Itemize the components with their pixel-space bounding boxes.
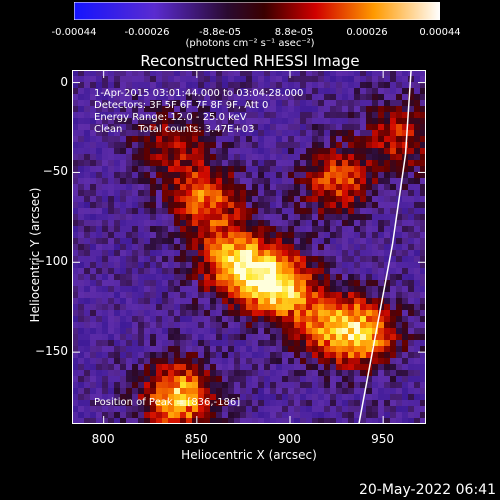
x-tick-label: 850 (184, 432, 208, 446)
colorbar-tick-3: -8.8e-05 (199, 27, 241, 38)
colorbar-tick-6: 0.00044 (419, 27, 461, 38)
tick-marks (72, 70, 426, 424)
plot-frame (72, 70, 426, 424)
heatmap-image (72, 70, 426, 424)
plot-timestamp: 20-May-2022 06:41 (358, 482, 496, 498)
x-axis-label: Heliocentric X (arcsec) (181, 448, 317, 462)
colorbar-gradient (73, 1, 441, 21)
colorbar (73, 1, 441, 21)
colorbar-tick-2: -0.00026 (124, 27, 170, 38)
x-tick-label: 800 (91, 432, 115, 446)
heatmap-cells (72, 70, 426, 424)
x-tick-label: 950 (371, 432, 395, 446)
annotation-peak: Position of Peak = [836,-186] (94, 397, 241, 408)
y-tick-label: 0 (60, 74, 68, 89)
annotation-time-range: 1-Apr-2015 03:01:44.000 to 03:04:28.000 (94, 88, 304, 99)
annotation-detectors: Detectors: 3F 5F 6F 7F 8F 9F, Att 0 (94, 100, 269, 111)
colorbar-unit-label: (photons cm⁻² s⁻¹ asec⁻²) (185, 38, 315, 49)
y-tick-label: −150 (35, 344, 68, 359)
solar-limb-line (358, 70, 412, 424)
plot-area (72, 70, 426, 424)
x-tick-label: 900 (277, 432, 301, 446)
y-tick-label: −100 (35, 254, 68, 269)
annotation-method: Clean Total counts: 3.47E+03 (94, 124, 255, 135)
colorbar-tick-1: -0.00044 (51, 27, 97, 38)
chart-title: Reconstructed RHESSI Image (140, 52, 360, 70)
annotation-energy: Energy Range: 12.0 - 25.0 keV (94, 112, 247, 123)
colorbar-tick-5: 0.00026 (346, 27, 388, 38)
y-tick-label: −50 (42, 164, 68, 179)
colorbar-tick-4: 8.8e-05 (274, 27, 314, 38)
